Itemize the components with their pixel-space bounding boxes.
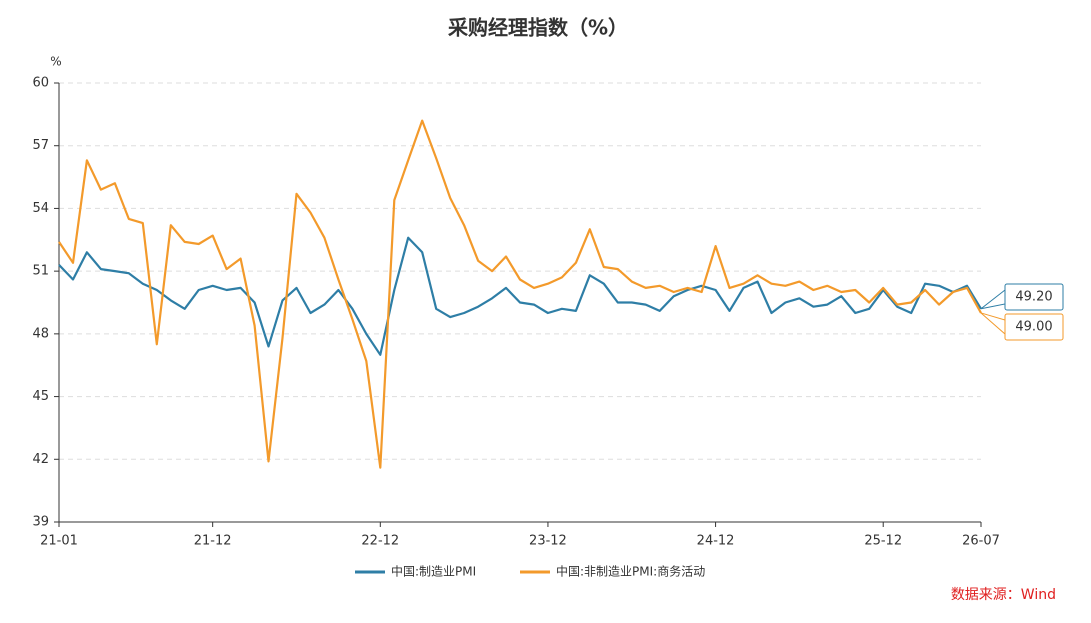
y-tick-label: 60 <box>32 76 49 91</box>
x-tick-label: 22-12 <box>361 534 399 549</box>
series-line <box>58 119 982 469</box>
value-label: 49.00 <box>1015 320 1052 335</box>
chart-title: 采购经理指数（%） <box>448 16 628 40</box>
y-tick-label: 51 <box>32 264 49 279</box>
y-tick-label: 57 <box>32 138 49 153</box>
label-box <box>1004 313 1064 341</box>
value-label: 49.20 <box>1015 290 1052 305</box>
legend-label: 中国:非制造业PMI:商务活动 <box>556 564 705 579</box>
legend-label: 中国:制造业PMI <box>391 564 476 579</box>
y-tick-label: 54 <box>32 201 49 216</box>
x-tick-label: 26-07 <box>962 534 1000 549</box>
x-tick-label: 21-01 <box>40 534 78 549</box>
x-tick-label: 23-12 <box>529 534 567 549</box>
y-tick-label: 45 <box>32 389 49 404</box>
y-tick-label: 42 <box>32 452 49 467</box>
label-pointer <box>980 312 1006 336</box>
y-tick-label: 39 <box>32 515 49 530</box>
y-tick-label: 48 <box>32 326 49 341</box>
x-tick-label: 21-12 <box>194 534 232 549</box>
series-line <box>58 236 982 356</box>
source-note: 数据来源：Wind <box>951 587 1056 603</box>
label-box <box>1004 283 1064 311</box>
label-pointer <box>980 288 1006 310</box>
y-unit: % <box>50 55 61 69</box>
x-tick-label: 24-12 <box>697 534 735 549</box>
x-tick-label: 25-12 <box>864 534 902 549</box>
